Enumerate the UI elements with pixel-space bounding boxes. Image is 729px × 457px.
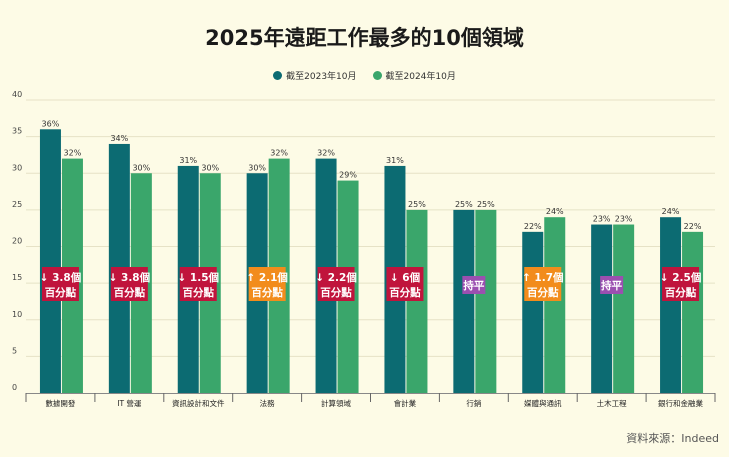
data-label: 32% xyxy=(64,149,82,158)
x-tick-label: IT 營運 xyxy=(117,398,142,408)
change-badge-value: ↑ 1.7個 xyxy=(522,271,564,284)
change-badge-value: ↑ 2.1個 xyxy=(246,271,288,284)
data-label: 25% xyxy=(477,200,495,209)
data-label: 30% xyxy=(248,163,266,172)
x-tick-label: 計算領域 xyxy=(321,398,351,408)
change-badge-unit: 百分點 xyxy=(665,286,697,299)
data-label: 22% xyxy=(684,222,702,231)
bar-2023 xyxy=(453,209,475,393)
y-tick-label: 10 xyxy=(12,310,22,319)
x-tick-label: 銀行和金融業 xyxy=(658,398,703,408)
change-badge-value: ↓ 6個 xyxy=(390,271,420,284)
bar-2023 xyxy=(39,129,61,394)
data-label: 34% xyxy=(110,134,128,143)
bar-2024 xyxy=(613,224,635,393)
change-badge xyxy=(317,267,355,301)
bar-2023 xyxy=(660,217,682,393)
change-badge-value: ↓ 2.2個 xyxy=(315,271,357,284)
bar-2023 xyxy=(591,224,613,393)
y-tick-label: 35 xyxy=(12,127,22,136)
change-badge-unit: 百分點 xyxy=(527,286,559,299)
y-tick-label: 20 xyxy=(12,237,22,246)
data-label: 32% xyxy=(317,149,335,158)
bar-2024 xyxy=(475,209,497,393)
change-badge xyxy=(41,267,79,301)
change-badge xyxy=(524,267,562,301)
data-label: 22% xyxy=(524,222,542,231)
change-badge-value: ↓ 1.5個 xyxy=(177,271,219,284)
data-label: 25% xyxy=(455,200,473,209)
x-tick-label: 資訊設計和文件 xyxy=(172,398,225,408)
legend-swatch-2023 xyxy=(273,71,283,80)
change-badge-unit: 百分點 xyxy=(389,286,421,299)
change-badge-unit: 百分點 xyxy=(320,286,352,299)
change-badge-value: ↓ 2.5個 xyxy=(660,271,702,284)
bar-2023 xyxy=(522,231,544,393)
change-badge-value: 持平 xyxy=(601,279,622,292)
data-label: 25% xyxy=(408,200,426,209)
source-note: 資料來源：Indeed xyxy=(626,432,719,445)
data-label: 30% xyxy=(132,163,150,172)
change-badge-unit: 百分點 xyxy=(183,286,215,299)
change-badge xyxy=(386,267,424,301)
y-tick-label: 40 xyxy=(12,90,22,99)
data-label: 32% xyxy=(270,149,288,158)
x-tick-label: 行銷 xyxy=(466,398,481,408)
data-label: 31% xyxy=(179,156,197,165)
x-tick-label: 會計業 xyxy=(394,398,417,408)
change-badge xyxy=(662,267,700,301)
x-tick-label: 土木工程 xyxy=(597,398,627,408)
x-tick-label: 媒體與通訊 xyxy=(524,398,562,408)
change-badge-value: ↓ 3.8個 xyxy=(109,271,151,284)
x-tick-label: 法務 xyxy=(260,398,275,408)
data-label: 29% xyxy=(339,171,357,180)
change-badge-unit: 百分點 xyxy=(45,286,77,299)
change-badge xyxy=(248,267,286,301)
legend-item-2023: 截至2023年10月 xyxy=(273,69,357,82)
bar-2024 xyxy=(406,209,428,393)
legend-label-2024: 截至2024年10月 xyxy=(385,72,456,82)
y-tick-label: 5 xyxy=(12,346,17,355)
legend-label-2023: 截至2023年10月 xyxy=(286,72,357,82)
y-tick-label: 25 xyxy=(12,200,22,209)
data-label: 30% xyxy=(201,163,219,172)
data-label: 23% xyxy=(593,215,611,224)
change-badge-value: ↓ 3.8個 xyxy=(40,271,82,284)
change-badge-unit: 百分點 xyxy=(251,286,283,299)
change-badge-unit: 百分點 xyxy=(114,286,146,299)
chart-title: 2025年遠距工作最多的10個領域 xyxy=(205,26,524,50)
x-tick-label: 數據開發 xyxy=(45,398,75,408)
change-badge xyxy=(110,267,148,301)
bar-2024 xyxy=(682,231,704,393)
y-tick-label: 15 xyxy=(12,273,22,282)
data-label: 23% xyxy=(615,215,633,224)
y-tick-label: 30 xyxy=(12,163,22,172)
y-tick-label: 0 xyxy=(12,383,17,392)
change-badge xyxy=(179,267,217,301)
legend-swatch-2024 xyxy=(372,71,382,80)
bar-2024 xyxy=(544,217,566,393)
data-label: 36% xyxy=(42,119,60,128)
data-label: 31% xyxy=(386,156,404,165)
data-label: 24% xyxy=(546,207,564,216)
legend-item-2024: 截至2024年10月 xyxy=(372,69,456,82)
data-label: 24% xyxy=(662,207,680,216)
change-badge xyxy=(600,276,624,294)
change-badge xyxy=(462,276,486,294)
change-badge-value: 持平 xyxy=(463,279,484,292)
legend: 截至2023年10月 截至2024年10月 xyxy=(0,69,729,82)
